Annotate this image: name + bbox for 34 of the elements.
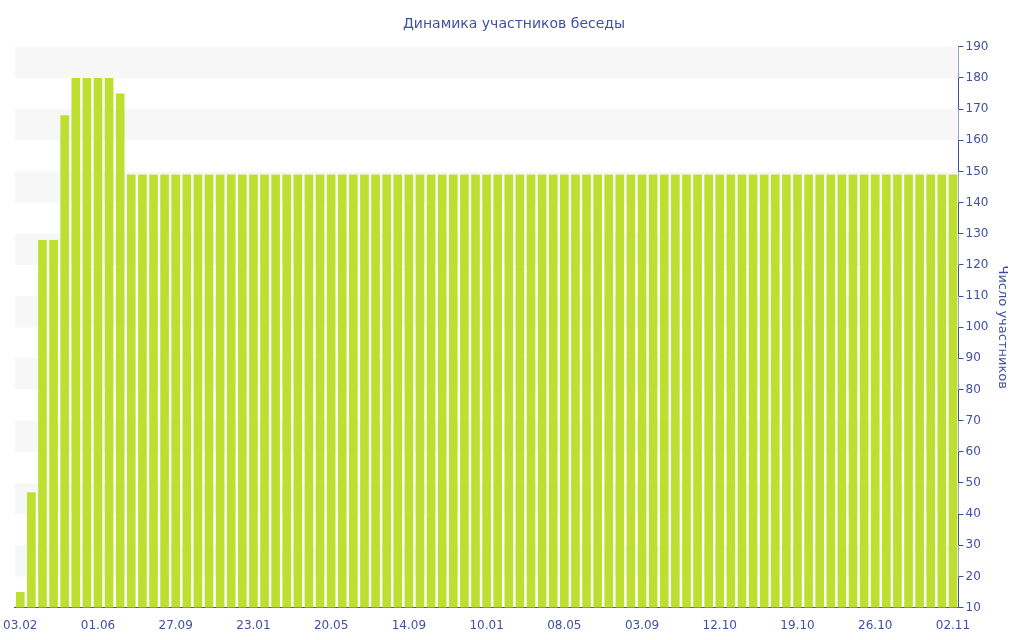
y-tick-label: 50 xyxy=(965,475,981,490)
x-tick-label: 23.01 xyxy=(236,617,271,632)
y-axis-title: Число участников xyxy=(995,265,1011,389)
y-tick-label: 170 xyxy=(965,101,989,116)
y-tick-label: 70 xyxy=(965,412,981,427)
x-tick-label: 12.10 xyxy=(702,617,737,632)
y-tick-label: 90 xyxy=(965,350,981,365)
y-tick-label: 100 xyxy=(965,319,989,334)
y-tick-label: 60 xyxy=(965,443,981,458)
x-tick-label: 03.02 xyxy=(3,617,38,632)
y-tick-label: 190 xyxy=(965,38,989,53)
y-tick-label: 130 xyxy=(965,225,989,240)
x-tick-label: 26.10 xyxy=(858,617,893,632)
y-tick-label: 140 xyxy=(965,194,989,209)
x-tick-label: 20.05 xyxy=(313,617,349,632)
y-tick-label: 180 xyxy=(965,70,989,85)
y-tick-label: 30 xyxy=(965,537,981,552)
x-tick-label: 03.09 xyxy=(624,617,660,632)
y-tick-label: 160 xyxy=(965,132,989,147)
y-tick-label: 80 xyxy=(965,381,981,396)
y-tick-label: 110 xyxy=(965,288,989,303)
x-tick-label: 19.10 xyxy=(780,617,815,632)
chart-title: Динамика участников беседы xyxy=(402,15,626,32)
x-tick-label: 01.06 xyxy=(80,617,116,632)
x-tick-label: 27.09 xyxy=(158,617,193,632)
y-tick-label: 20 xyxy=(965,568,981,583)
y-tick-label: 10 xyxy=(965,599,981,614)
y-tick-label: 120 xyxy=(965,257,989,272)
x-tick-label: 10.01 xyxy=(469,617,504,632)
y-tick-label: 40 xyxy=(965,506,981,521)
x-tick-label: 14.09 xyxy=(391,617,427,632)
y-tick-label: 150 xyxy=(965,163,989,178)
x-tick-label: 02.11 xyxy=(935,617,971,632)
x-tick-label: 08.05 xyxy=(547,617,582,632)
